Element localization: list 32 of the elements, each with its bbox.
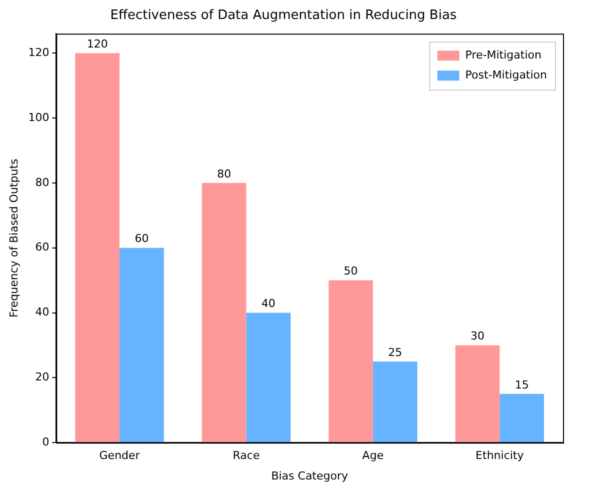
bar (202, 182, 246, 442)
data-label: 80 (217, 167, 232, 180)
bar (455, 345, 500, 442)
y-tick-label: 60 (35, 240, 50, 254)
data-label: 30 (470, 330, 484, 343)
bar (372, 361, 418, 442)
x-tick-label: Gender (99, 449, 140, 462)
bar (500, 394, 544, 442)
bar (120, 248, 164, 442)
y-tick-label: 20 (35, 370, 50, 384)
x-tick-label: Ethnicity (476, 449, 524, 462)
data-label: 60 (134, 232, 149, 246)
legend-label: Pre-Mitigation (465, 48, 542, 62)
y-tick-label: 80 (35, 176, 50, 189)
bar (328, 280, 373, 442)
x-tick-label: Age (362, 449, 384, 462)
y-tick-label: 120 (28, 46, 50, 59)
y-tick-label: 40 (35, 306, 50, 319)
x-tick-label: Race (232, 449, 260, 462)
data-label: 25 (388, 346, 402, 359)
y-tick-label: 100 (28, 110, 50, 124)
chart-title: Effectiveness of Data Augmentation in Reducing Bias (110, 8, 457, 24)
bar (75, 53, 120, 442)
y-tick-label: 0 (42, 435, 50, 448)
data-label: 15 (514, 378, 529, 392)
data-label: 50 (344, 264, 358, 278)
x-axis-title: Bias Category (271, 469, 348, 482)
data-label: 40 (261, 297, 276, 310)
legend-label: Post-Mitigation (465, 68, 548, 82)
y-axis-title: Frequency of Biased Outputs (7, 158, 20, 318)
data-label: 120 (86, 37, 108, 50)
bar (246, 312, 291, 442)
